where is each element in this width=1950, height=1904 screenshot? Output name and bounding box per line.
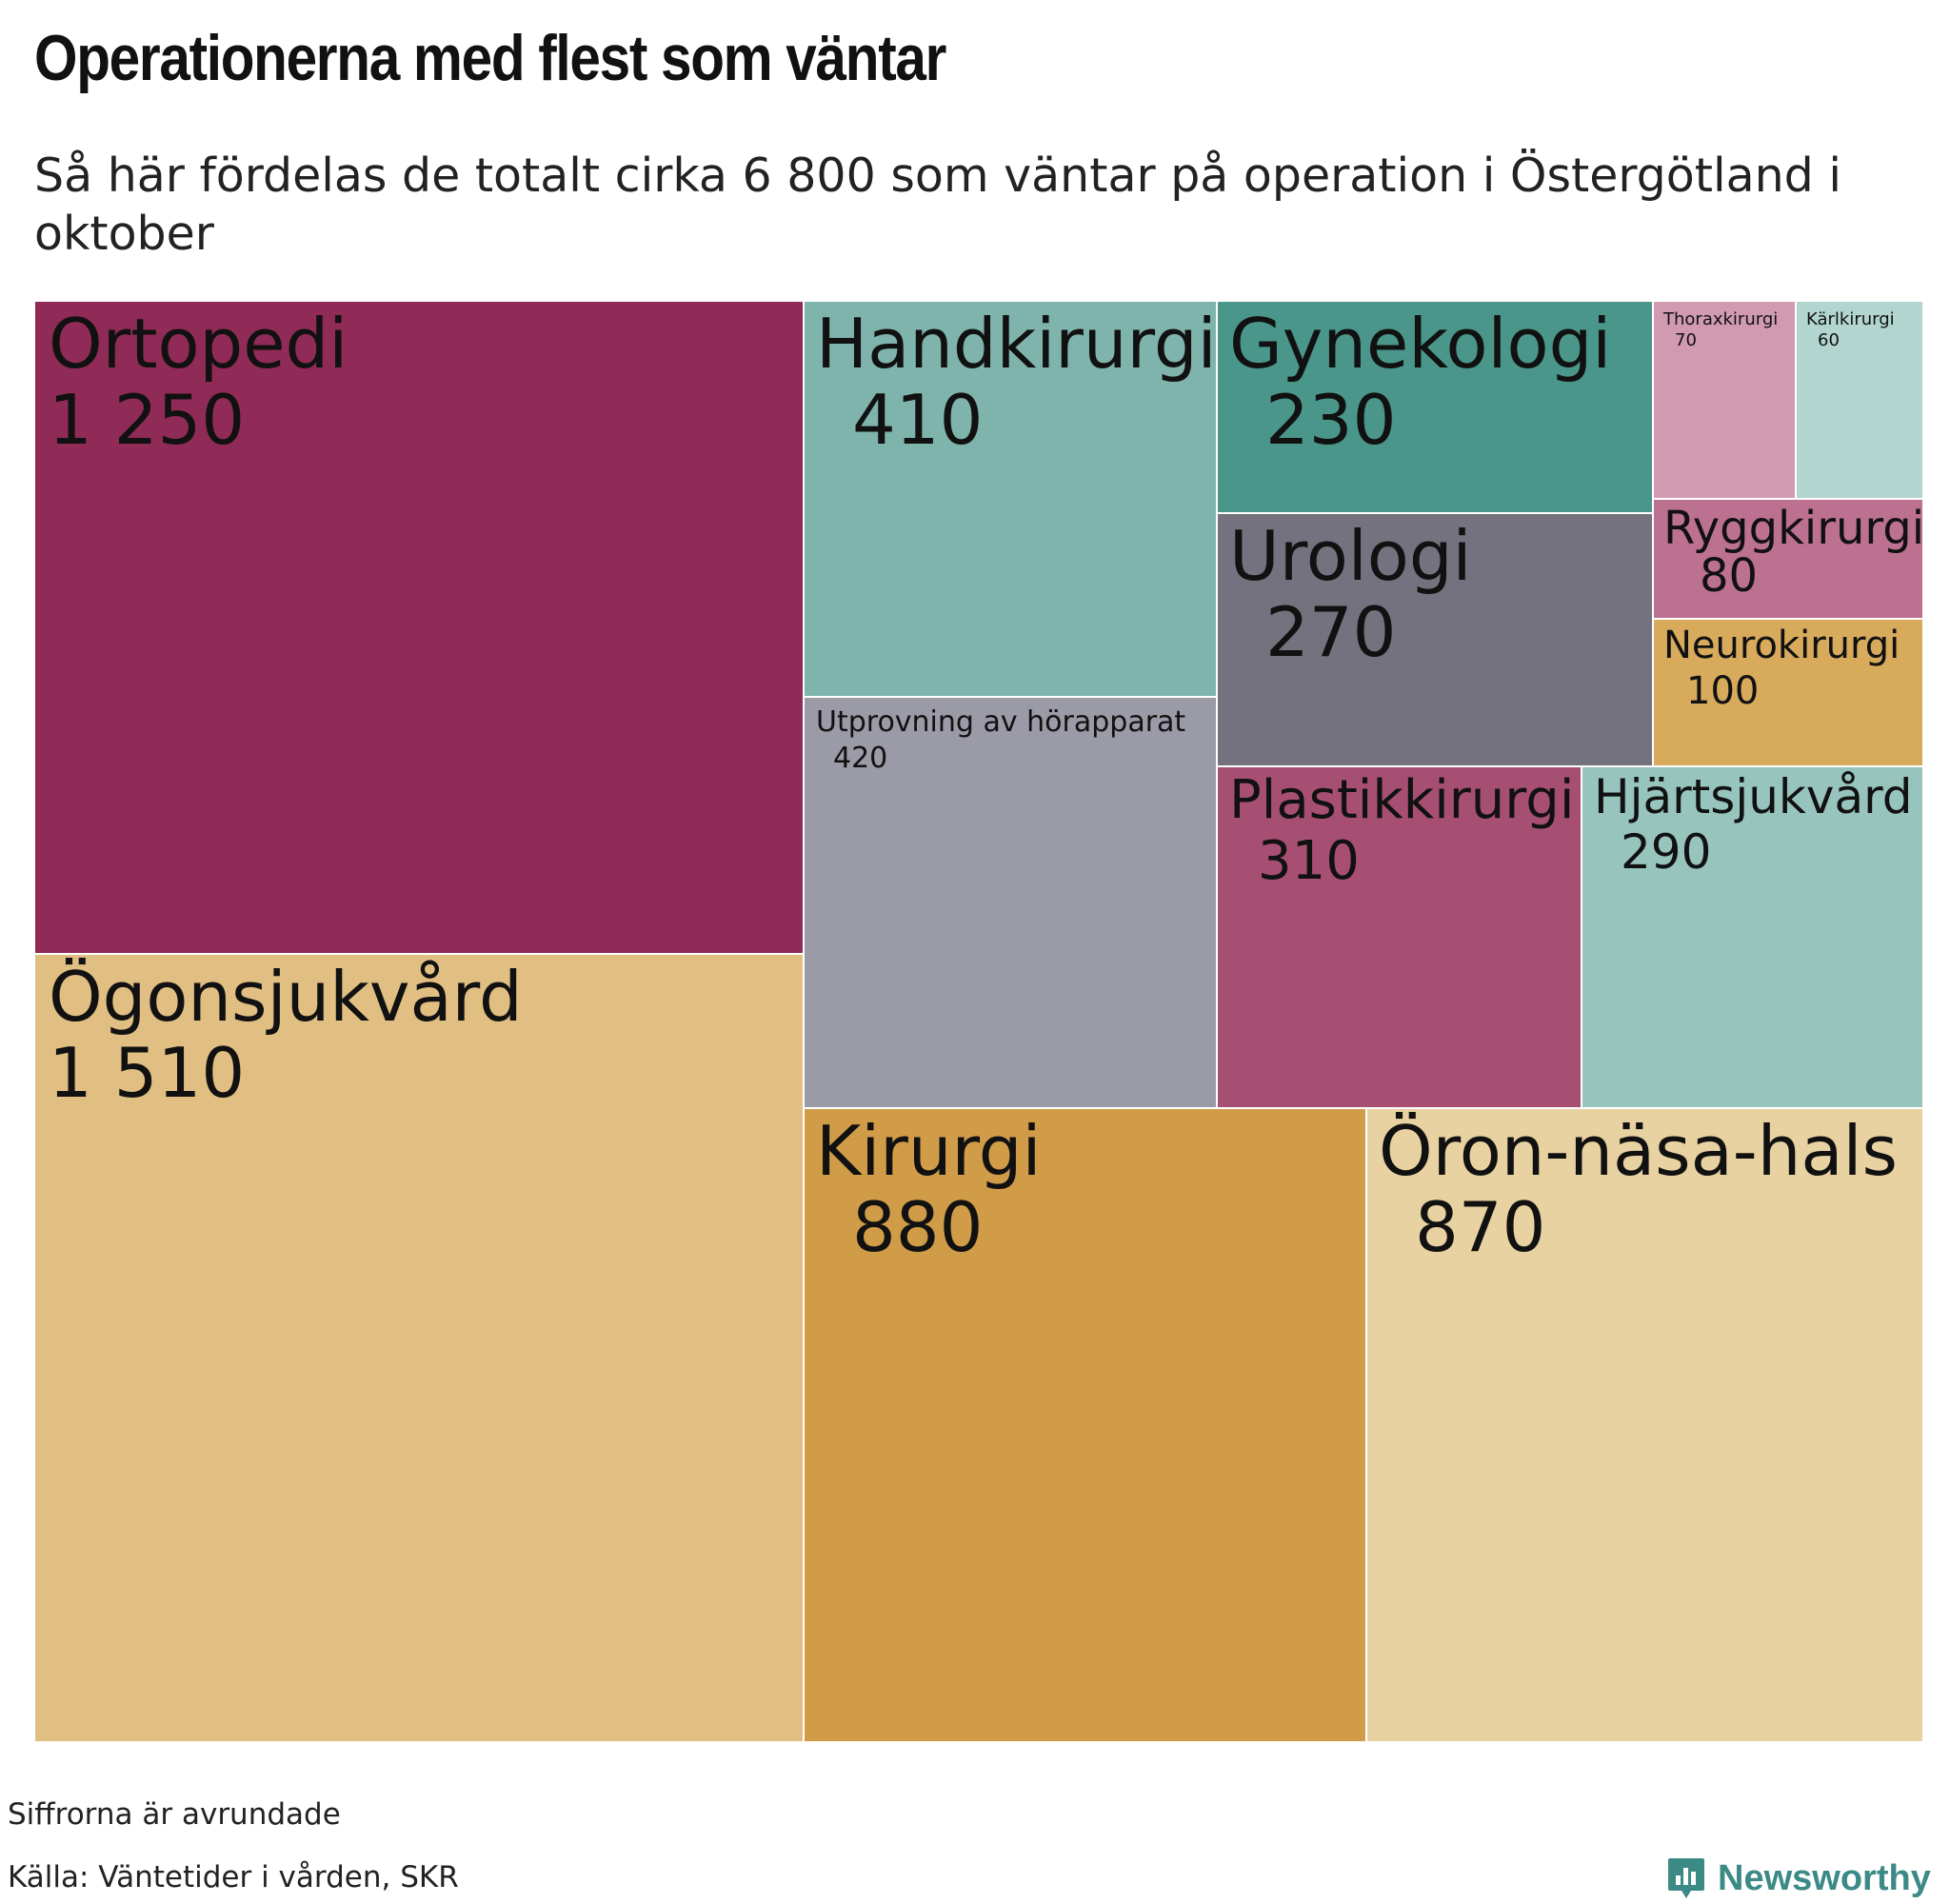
treemap-cell-value: 80 <box>1700 549 1759 603</box>
treemap-cell: Kirurgi 880 <box>804 1108 1366 1742</box>
treemap-cell: Ortopedi 1 250 <box>34 301 804 954</box>
treemap-cell-value: 310 <box>1258 830 1360 892</box>
treemap-cell: Öron-näsa-hals 870 <box>1366 1108 1923 1742</box>
treemap-cell-value: 1 510 <box>49 1033 246 1113</box>
treemap-cell-label: Kärlkirurgi <box>1806 309 1895 329</box>
treemap-cell: Utprovning av hörapparat 420 <box>804 697 1217 1108</box>
treemap-cell: Ögonsjukvård 1 510 <box>34 954 804 1742</box>
treemap-cell-label: Thoraxkirurgi <box>1663 309 1779 329</box>
treemap-cell-value: 70 <box>1675 330 1697 350</box>
treemap-cell-label: Ortopedi <box>49 304 348 384</box>
treemap-cell-value: 290 <box>1621 824 1712 880</box>
footer-note: Siffrorna är avrundade <box>8 1797 341 1832</box>
treemap-cell-label: Kirurgi <box>816 1111 1042 1191</box>
treemap-cell-label: Hjärtsjukvård <box>1594 769 1913 824</box>
treemap-cell-value: 1 250 <box>49 380 246 460</box>
treemap-cell: Neurokirurgi 100 <box>1653 619 1923 766</box>
treemap-cell-label: Gynekologi <box>1229 304 1612 384</box>
treemap-cell: Gynekologi 230 <box>1217 301 1653 513</box>
treemap-cell-label: Utprovning av hörapparat <box>816 705 1186 739</box>
treemap-cell-label: Plastikkirurgi <box>1229 769 1575 831</box>
newsworthy-logo-icon <box>1668 1858 1704 1898</box>
treemap-cell: Thoraxkirurgi 70 <box>1653 301 1796 499</box>
treemap-cell-value: 880 <box>852 1187 984 1267</box>
treemap-cell-label: Ryggkirurgi <box>1663 502 1923 555</box>
treemap-cell-value: 60 <box>1818 330 1840 350</box>
treemap-cell: Urologi 270 <box>1217 513 1653 766</box>
treemap-cell-value: 100 <box>1686 669 1760 713</box>
treemap-cell-value: 420 <box>833 742 888 775</box>
treemap-cell: Hjärtsjukvård 290 <box>1582 766 1923 1108</box>
treemap-cell: Kärlkirurgi 60 <box>1796 301 1923 499</box>
chart-subtitle: Så här fördelas de totalt cirka 6 800 so… <box>34 149 1841 261</box>
chart-title: Operationerna med flest som väntar <box>34 22 946 94</box>
treemap-cell-label: Handkirurgi <box>816 304 1217 384</box>
treemap-cell-value: 230 <box>1265 380 1397 460</box>
treemap-cell-label: Ögonsjukvård <box>49 957 523 1037</box>
treemap: Ortopedi 1 250 Ögonsjukvård 1 510 Handkirurg… <box>34 301 1923 1742</box>
treemap-cell-label: Neurokirurgi <box>1663 624 1900 667</box>
footer-source: Källa: Väntetider i vården, SKR <box>8 1860 459 1894</box>
treemap-cell-label: Urologi <box>1229 516 1472 596</box>
brand-name: Newsworthy <box>1718 1857 1931 1898</box>
brand-logo: Newsworthy <box>1666 1856 1931 1900</box>
treemap-cell-value: 870 <box>1415 1187 1546 1267</box>
treemap-cell: Plastikkirurgi 310 <box>1217 766 1582 1108</box>
treemap-cell: Handkirurgi 410 <box>804 301 1217 697</box>
treemap-cell: Ryggkirurgi 80 <box>1653 499 1923 619</box>
treemap-cell-value: 410 <box>852 380 984 460</box>
treemap-cell-label: Öron-näsa-hals <box>1379 1111 1898 1191</box>
treemap-cell-value: 270 <box>1265 592 1397 672</box>
